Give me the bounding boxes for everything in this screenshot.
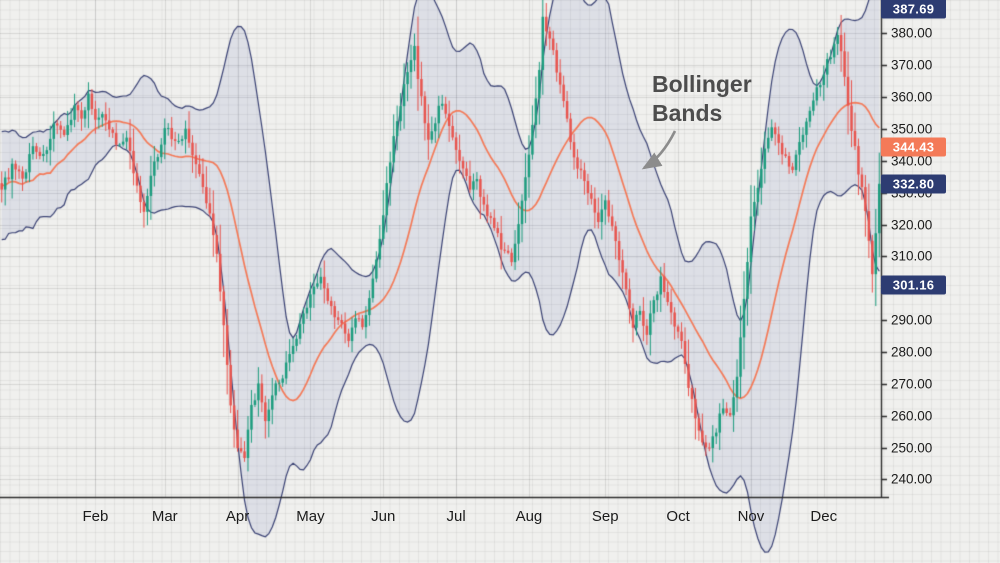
bollinger-annotation-label: Bollinger Bands: [652, 70, 752, 128]
y-tick-label: 380.00: [891, 25, 933, 41]
y-tick-label: 360.00: [891, 89, 933, 105]
x-tick-label: Mar: [151, 508, 178, 525]
price-axis[interactable]: 240.00 250.00 260.00 270.00 280.00 290.00 300.…: [881, 0, 1000, 497]
x-tick-label: Aug: [515, 508, 543, 525]
y-tick-label: 330.00: [891, 185, 933, 201]
annotation-line-1: Bollinger: [652, 71, 752, 97]
x-tick-label: Sep: [591, 508, 619, 525]
y-tick-label: 300.00: [891, 280, 933, 296]
y-tick-label: 280.00: [891, 344, 933, 360]
x-tick-label: Jul: [446, 508, 466, 525]
y-tick-label: 240.00: [891, 471, 933, 487]
x-tick-label: Dec: [810, 508, 838, 525]
x-tick-label: Jun: [371, 508, 396, 525]
y-tick-label: 260.00: [891, 408, 933, 424]
x-tick-label: May: [296, 508, 325, 525]
y-tick-label: 320.00: [891, 217, 933, 233]
x-tick-label: Feb: [82, 508, 109, 525]
x-tick-label: Oct: [666, 508, 690, 525]
y-tick-label: 290.00: [891, 312, 933, 328]
y-tick-label: 270.00: [891, 376, 933, 392]
y-tick-label: 370.00: [891, 57, 933, 73]
y-tick-label: 350.00: [891, 121, 933, 137]
y-tick-label: 340.00: [891, 153, 933, 169]
y-tick-label: 250.00: [891, 440, 933, 456]
x-tick-label: Apr: [225, 508, 250, 525]
x-tick-label: Nov: [737, 508, 765, 525]
time-axis[interactable]: Feb Mar Apr May Jun Jul Aug Sep Oct Nov Dec: [0, 497, 881, 537]
annotation-line-2: Bands: [652, 100, 723, 127]
y-tick-label: 310.00: [891, 248, 933, 264]
